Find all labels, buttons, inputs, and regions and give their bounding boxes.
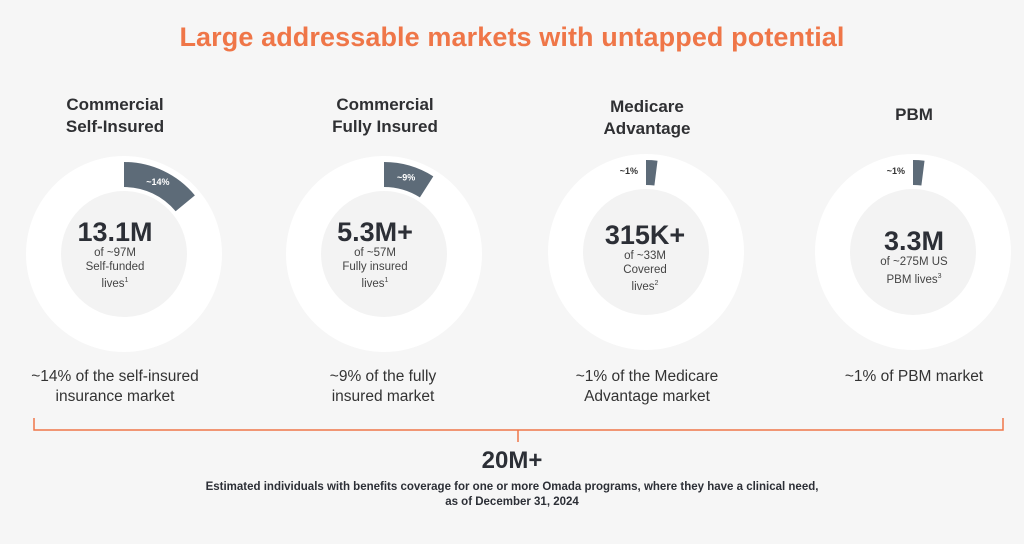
donut-hole bbox=[321, 191, 447, 317]
total-description: Estimated individuals with benefits cove… bbox=[0, 480, 1024, 510]
market-desc-line: lives1 bbox=[15, 274, 215, 291]
donut-svg: ~9% bbox=[286, 156, 482, 352]
market-caption: ~14% of the self-insured insurance marke… bbox=[0, 367, 230, 407]
slice-label: ~14% bbox=[146, 177, 169, 187]
donut-hole bbox=[583, 189, 709, 315]
market-name: PBM bbox=[814, 104, 1014, 126]
market-name-line: Self-Insured bbox=[65, 117, 165, 136]
market-name-line: Commercial bbox=[66, 95, 164, 114]
page-title: Large addressable markets with untapped … bbox=[179, 22, 845, 52]
total-value: 20M+ bbox=[481, 447, 543, 474]
bracket-line bbox=[33, 418, 1004, 442]
donut-hole bbox=[850, 189, 976, 315]
caption-line: insurance market bbox=[55, 388, 175, 405]
market-value: 13.1M bbox=[77, 217, 153, 247]
market-desc-text: lives bbox=[631, 280, 655, 293]
donut-slice bbox=[913, 160, 925, 186]
market-desc-line: Self-funded bbox=[85, 260, 145, 273]
market-name: Medicare Advantage bbox=[547, 96, 747, 140]
donut-slice bbox=[384, 162, 434, 198]
market-caption: ~1% of PBM market bbox=[799, 367, 1024, 387]
slice-label: ~1% bbox=[620, 166, 638, 176]
donut-chart: ~1% bbox=[547, 153, 745, 351]
market-desc-text: lives bbox=[101, 277, 125, 290]
market-name-line: PBM bbox=[895, 105, 933, 124]
market-name-line: Fully Insured bbox=[332, 117, 438, 136]
donut-svg: ~1% bbox=[548, 154, 744, 350]
donut-hole bbox=[61, 191, 187, 317]
caption-line: insured market bbox=[331, 388, 435, 405]
market-desc-line: lives2 bbox=[545, 277, 745, 294]
donut-slice bbox=[646, 160, 658, 186]
donut-center: 5.3M+ of ~57M Fully insured lives1 bbox=[275, 217, 475, 291]
market-desc-line: of ~97M bbox=[94, 247, 136, 259]
footnote-marker: 3 bbox=[937, 272, 942, 280]
donut-chart: ~9% bbox=[285, 155, 483, 353]
caption-line: ~14% of the self-insured bbox=[31, 368, 199, 385]
market-desc-line: lives1 bbox=[275, 274, 475, 291]
market-name-line: Commercial bbox=[336, 95, 434, 114]
market-desc-line: Covered bbox=[623, 263, 667, 276]
donut-center: 3.3M of ~275M US PBM lives3 bbox=[814, 226, 1014, 287]
footnote-marker: 2 bbox=[654, 280, 659, 287]
market-name: Commercial Fully Insured bbox=[285, 94, 485, 138]
market-name-line: Advantage bbox=[603, 119, 691, 138]
market-desc-line: of ~33M bbox=[624, 250, 666, 262]
donut-center: 315K+ of ~33M Covered lives2 bbox=[545, 220, 745, 294]
market-desc-line: Fully insured bbox=[342, 260, 408, 273]
caption-line: ~9% of the fully bbox=[329, 368, 437, 385]
donut-svg: ~1% bbox=[815, 154, 1011, 350]
total-desc-line: Estimated individuals with benefits cove… bbox=[205, 481, 819, 493]
market-value: 5.3M+ bbox=[337, 217, 413, 247]
market-desc-line: of ~275M US bbox=[880, 256, 948, 268]
market-name-line: Medicare bbox=[610, 97, 684, 116]
footnote-marker: 1 bbox=[124, 277, 129, 284]
caption-line: ~1% of the Medicare bbox=[575, 368, 719, 385]
market-caption: ~1% of the Medicare Advantage market bbox=[532, 367, 762, 407]
slice-label: ~9% bbox=[397, 173, 415, 183]
caption-line: ~1% of PBM market bbox=[844, 368, 984, 385]
donut-slice bbox=[124, 162, 195, 212]
donut-svg: ~14% bbox=[26, 156, 222, 352]
caption-line: Advantage market bbox=[584, 388, 710, 405]
market-name: Commercial Self-Insured bbox=[15, 94, 215, 138]
market-desc-text: PBM lives bbox=[886, 273, 938, 286]
footnote-marker: 1 bbox=[384, 277, 389, 284]
market-desc-text: lives bbox=[361, 277, 385, 290]
market-desc-line: of ~57M bbox=[354, 247, 396, 259]
market-caption: ~9% of the fully insured market bbox=[268, 367, 498, 407]
market-desc-line: PBM lives3 bbox=[814, 270, 1014, 287]
total-desc-line: as of December 31, 2024 bbox=[445, 496, 579, 508]
donut-chart: ~14% bbox=[25, 155, 223, 353]
slice-label: ~1% bbox=[887, 166, 905, 176]
market-value: 3.3M bbox=[883, 226, 945, 256]
market-value: 315K+ bbox=[604, 220, 686, 250]
donut-center: 13.1M of ~97M Self-funded lives1 bbox=[15, 217, 215, 291]
donut-chart: ~1% bbox=[814, 153, 1012, 351]
